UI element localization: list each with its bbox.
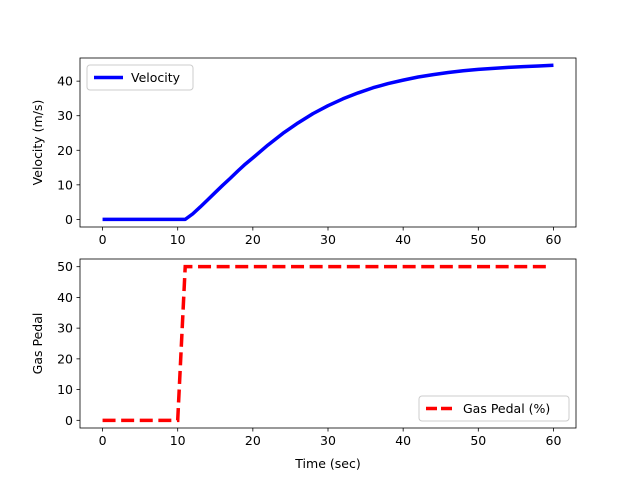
x-tick-label: 60 — [546, 433, 562, 448]
y-tick-label: 10 — [57, 382, 73, 397]
series-line — [102, 264, 546, 423]
y-tick-label: 20 — [57, 351, 73, 366]
legend-box — [86, 64, 194, 91]
y-tick-label: 30 — [57, 108, 73, 123]
x-tick-label: 40 — [395, 232, 411, 247]
x-tick-label: 30 — [320, 232, 336, 247]
y-tick-label: 0 — [65, 413, 73, 428]
legend: Velocity — [86, 64, 194, 91]
y-tick-label: 40 — [57, 290, 73, 305]
subplot-2: 0 10 20 30 40 50 60 0 10 20 30 40 50 Gas Pedal Time (s… — [30, 258, 577, 471]
legend: Gas Pedal (%) — [418, 395, 570, 422]
x-tick-label: 10 — [170, 433, 186, 448]
x-tick-label: 20 — [245, 433, 261, 448]
x-tick-label: 20 — [245, 232, 261, 247]
y-tick-label: 30 — [57, 321, 73, 336]
x-tick-label: 0 — [99, 433, 107, 448]
subplot-1: 0 10 20 30 40 50 60 0 10 20 30 40 Velocity (m/s) Velo… — [30, 57, 577, 247]
series-line — [102, 63, 554, 222]
y-tick-label: 0 — [65, 212, 73, 227]
y-tick-label: 20 — [57, 143, 73, 158]
x-tick-label: 0 — [99, 232, 107, 247]
legend-box — [418, 395, 570, 422]
legend-label: Velocity — [131, 70, 181, 85]
y-tick-label: 50 — [57, 259, 73, 274]
x-tick-label: 50 — [470, 433, 486, 448]
x-tick-label: 30 — [320, 433, 336, 448]
x-tick-label: 50 — [470, 232, 486, 247]
y-tick-label: 10 — [57, 177, 73, 192]
x-tick-label: 60 — [546, 232, 562, 247]
y-axis-label: Gas Pedal — [30, 313, 45, 375]
x-tick-label: 10 — [170, 232, 186, 247]
x-axis-label: Time (sec) — [294, 456, 360, 471]
y-axis-label: Velocity (m/s) — [30, 100, 45, 186]
y-tick-label: 40 — [57, 74, 73, 89]
legend-label: Gas Pedal (%) — [463, 401, 550, 416]
x-tick-label: 40 — [395, 433, 411, 448]
